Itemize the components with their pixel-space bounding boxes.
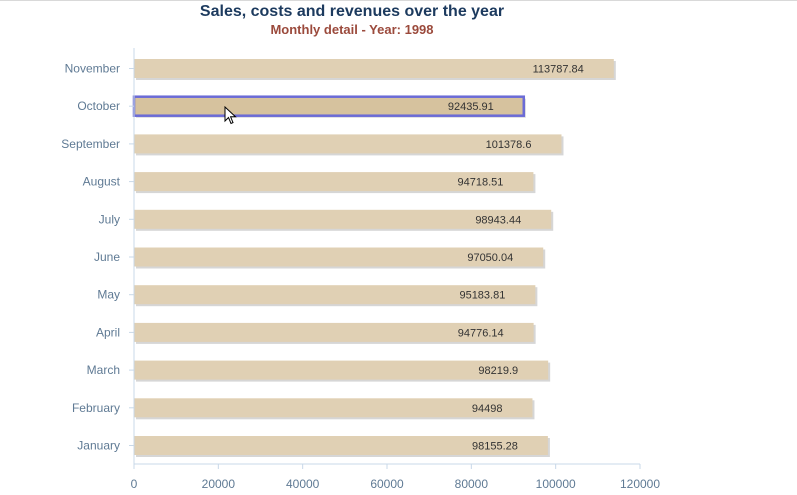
x-tick-label: 40000 xyxy=(286,477,320,491)
bar-august[interactable] xyxy=(134,172,534,192)
category-label-january: January xyxy=(77,439,120,453)
bar-january[interactable] xyxy=(134,436,548,455)
data-label-september: 101378.6 xyxy=(486,139,532,151)
bar-november[interactable] xyxy=(134,59,614,78)
category-label-november: November xyxy=(65,62,120,76)
bar-july[interactable] xyxy=(134,209,552,229)
category-label-august: August xyxy=(83,175,121,189)
bar-february[interactable] xyxy=(134,398,533,418)
data-label-january: 98155.28 xyxy=(472,441,518,453)
data-label-april: 94776.14 xyxy=(458,327,504,339)
x-tick-label: 80000 xyxy=(455,477,489,491)
category-label-july: July xyxy=(99,212,120,226)
data-label-march: 98219.9 xyxy=(478,365,518,377)
chart-subtitle: Monthly detail - Year: 1998 xyxy=(270,22,434,37)
category-label-march: March xyxy=(87,363,120,377)
mouse-cursor-icon xyxy=(224,106,237,125)
data-label-may: 95183.81 xyxy=(459,290,505,302)
category-label-october: October xyxy=(77,99,120,113)
data-label-february: 94498 xyxy=(472,403,503,415)
x-tick-label: 120000 xyxy=(620,477,660,491)
x-tick-label: 20000 xyxy=(202,477,236,491)
category-label-june: June xyxy=(94,250,120,264)
data-label-june: 97050.04 xyxy=(467,252,513,264)
x-tick-label: 60000 xyxy=(370,477,404,491)
x-tick-label: 100000 xyxy=(536,477,576,491)
bar-september[interactable] xyxy=(134,134,562,154)
category-label-september: September xyxy=(61,137,120,151)
top-divider xyxy=(0,0,797,1)
category-label-february: February xyxy=(72,401,120,415)
bar-june[interactable] xyxy=(134,247,544,267)
chart-title: Sales, costs and revenues over the year xyxy=(199,3,505,20)
x-tick-label: 0 xyxy=(131,477,138,491)
category-label-may: May xyxy=(97,288,120,302)
data-label-october: 92435.91 xyxy=(448,101,494,113)
data-label-august: 94718.51 xyxy=(458,177,504,189)
bar-march[interactable] xyxy=(134,360,549,380)
bar-april[interactable] xyxy=(134,322,534,342)
data-label-november: 113787.84 xyxy=(533,64,584,76)
category-label-april: April xyxy=(96,325,120,339)
bar-may[interactable] xyxy=(134,285,536,305)
data-label-july: 98943.44 xyxy=(475,214,521,226)
